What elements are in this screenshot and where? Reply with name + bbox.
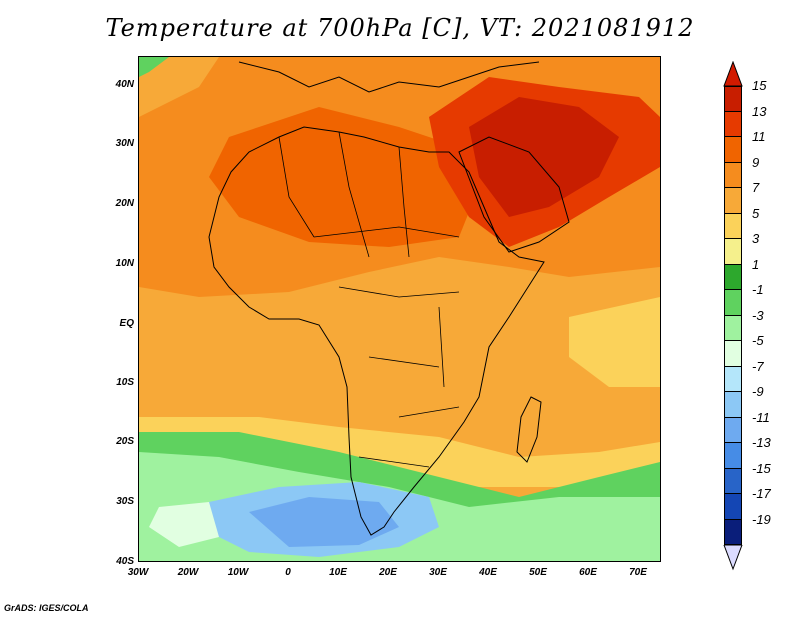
colorbar-label: 3 xyxy=(752,231,760,246)
colorbar-label: -15 xyxy=(752,460,771,476)
colorbar-swatch xyxy=(724,290,742,316)
colorbar-swatch xyxy=(724,341,742,367)
lat-label-10n: 10N xyxy=(115,258,134,269)
colorbar-swatch xyxy=(724,494,742,520)
field-south-blue-core xyxy=(249,497,399,547)
lat-label-30n: 30N xyxy=(115,138,134,149)
map-svg xyxy=(139,57,660,561)
colorbar-label: 7 xyxy=(752,180,760,195)
lon-label-70e: 70E xyxy=(629,567,647,578)
colorbar-label: -5 xyxy=(752,333,764,348)
colorbar-label: 11 xyxy=(752,129,766,144)
lon-label-20e: 20E xyxy=(379,567,397,578)
arabia-outline xyxy=(458,136,570,253)
lat-label-eq: EQ xyxy=(119,318,134,329)
colorbar-swatch xyxy=(724,443,742,469)
colorbar-label: -13 xyxy=(752,435,771,450)
chart-title: Temperature at 700hPa [C], VT: 202108191… xyxy=(105,14,695,42)
lon-label-50e: 50E xyxy=(529,567,547,578)
temperature-map xyxy=(138,56,661,562)
colorbar-swatch xyxy=(724,417,742,443)
colorbar-label: 15 xyxy=(752,78,767,93)
colorbar-swatch xyxy=(724,137,742,163)
colorbar-label: 5 xyxy=(752,205,760,221)
lon-label-10w: 10W xyxy=(227,567,249,578)
colorbar-bottom-arrow xyxy=(723,545,743,571)
lon-label-0: 0 xyxy=(285,567,291,578)
field-east-ocean xyxy=(569,297,660,387)
lon-label-60e: 60E xyxy=(579,567,597,578)
colorbar-label: 9 xyxy=(752,154,760,170)
lon-label-30e: 30E xyxy=(429,567,447,578)
colorbar-label: -19 xyxy=(752,511,771,527)
colorbar-swatch xyxy=(724,519,742,545)
lon-label-30w: 30W xyxy=(127,567,149,578)
colorbar-swatch xyxy=(724,188,742,214)
lat-label-20n: 20N xyxy=(115,198,134,209)
field-nw xyxy=(139,57,219,117)
colorbar-swatch xyxy=(724,366,742,392)
colorbar-label: -1 xyxy=(752,282,764,297)
colorbar-label: -17 xyxy=(752,486,771,501)
colorbar-label: 13 xyxy=(752,103,767,119)
colorbar-label: -7 xyxy=(752,358,764,374)
colorbar-swatch xyxy=(724,468,742,494)
colorbar-swatch xyxy=(724,264,742,290)
lon-label-40e: 40E xyxy=(479,567,497,578)
lon-label-20w: 20W xyxy=(177,567,199,578)
colorbar-top-arrow xyxy=(723,61,743,87)
lat-label-40n: 40N xyxy=(115,79,134,90)
colorbar-swatch xyxy=(724,213,742,239)
colorbar-swatch xyxy=(724,111,742,137)
colorbar-swatch xyxy=(724,315,742,341)
colorbar-label: -3 xyxy=(752,307,764,323)
europe-coastline xyxy=(238,61,540,93)
lat-label-20s: 20S xyxy=(116,436,134,447)
field-south-pale xyxy=(149,502,219,547)
madagascar-outline xyxy=(516,396,542,463)
field-nw-green xyxy=(139,57,169,77)
field-arabia-core xyxy=(469,97,619,217)
field-sahara xyxy=(209,107,479,247)
colorbar-swatch xyxy=(724,392,742,418)
colorbar-swatch xyxy=(724,239,742,265)
grads-credit: GrADS: IGES/COLA xyxy=(4,603,89,613)
country-borders xyxy=(278,131,460,468)
colorbar-label: -11 xyxy=(752,409,770,425)
colorbar-label: -9 xyxy=(752,384,764,399)
lat-label-10s: 10S xyxy=(116,377,134,388)
colorbar-swatch xyxy=(724,162,742,188)
lon-label-10e: 10E xyxy=(329,567,347,578)
lat-label-30s: 30S xyxy=(116,496,134,507)
colorbar-swatch xyxy=(724,86,742,112)
lat-label-40s: 40S xyxy=(116,556,134,567)
colorbar-label: 1 xyxy=(752,256,760,272)
